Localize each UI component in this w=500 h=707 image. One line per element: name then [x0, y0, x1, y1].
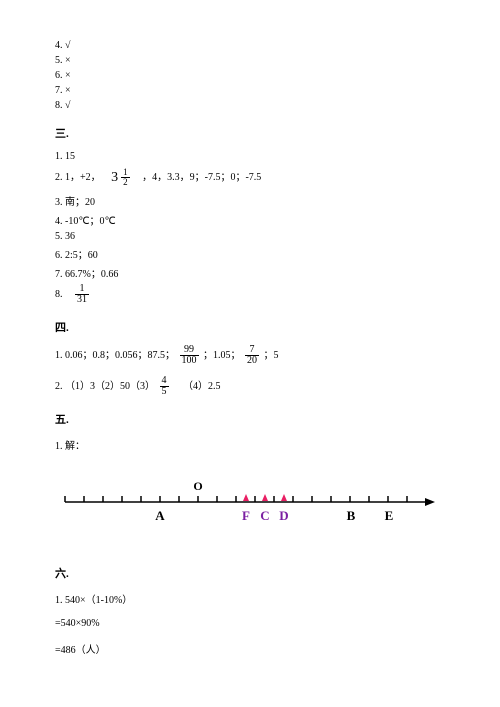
number-line-markers — [243, 494, 287, 501]
number-line-container: O A F C D B E — [55, 472, 445, 535]
mixed-fraction: 3 1 2 — [103, 168, 140, 187]
item-6-3: =486（人） — [55, 641, 445, 656]
item-3-6: 6. 2:5；60 — [55, 246, 445, 261]
item-3-8: 8. 1 31 — [55, 284, 445, 305]
frac-4-5-den: 5 — [160, 387, 169, 397]
item-2-6: 6. × — [55, 70, 445, 81]
frac-7-20-den: 20 — [245, 356, 259, 366]
section-5-title: 五. — [55, 411, 445, 427]
section-4-title: 四. — [55, 319, 445, 335]
frac-1-31-den: 31 — [75, 295, 89, 305]
item-6-2: =540×90% — [55, 618, 445, 629]
item-4-2: 2. （1）3（2）50（3） 4 5 （4）2.5 — [55, 376, 445, 397]
frac-99-100-den: 100 — [180, 356, 199, 366]
item-2-8: 8. √ — [55, 100, 445, 111]
label-c: C — [260, 508, 269, 523]
item-3-7: 7. 66.7%；0.66 — [55, 265, 445, 280]
label-e: E — [385, 508, 394, 523]
frac-99-100: 99 100 — [180, 345, 199, 366]
label-b: B — [347, 508, 356, 523]
item-4-1b: ；1.05； — [203, 350, 241, 361]
item-6-1: 1. 540×（1-10%） — [55, 591, 445, 606]
item-2-4: 4. √ — [55, 40, 445, 51]
mixed-frac: 1 2 — [121, 168, 130, 187]
item-2-5: 5. × — [55, 55, 445, 66]
item-3-1: 1. 15 — [55, 151, 445, 162]
item-4-2a: 2. （1）3（2）50（3） — [55, 381, 155, 392]
item-4-1c: ；5 — [264, 350, 279, 361]
label-d: D — [279, 508, 288, 523]
section-3-title: 三. — [55, 125, 445, 141]
item-3-2-post: ，4，3.3，9；-7.5；0；-7.5 — [142, 172, 261, 183]
frac-4-5: 4 5 — [160, 376, 169, 397]
number-line: O A F C D B E — [55, 472, 445, 532]
item-4-2b: （4）2.5 — [173, 381, 221, 392]
item-2-7: 7. × — [55, 85, 445, 96]
item-3-5: 5. 36 — [55, 231, 445, 242]
mixed-den: 2 — [121, 178, 130, 187]
item-3-8-pre: 8. — [55, 289, 63, 300]
label-a: A — [155, 508, 165, 523]
item-5-1: 1. 解： — [55, 437, 445, 452]
item-3-3: 3. 南；20 — [55, 193, 445, 208]
item-3-4: 4. -10℃；0℃ — [55, 212, 445, 227]
item-4-1: 1. 0.06；0.8；0.056；87.5； 99 100 ；1.05； 7 … — [55, 345, 445, 366]
label-f: F — [242, 508, 250, 523]
number-line-ticks — [65, 496, 407, 502]
item-3-2-pre: 2. 1，+2， — [55, 172, 101, 183]
frac-1-31: 1 31 — [75, 284, 89, 305]
item-4-1a: 1. 0.06；0.8；0.056；87.5； — [55, 350, 175, 361]
mixed-whole: 3 — [111, 170, 118, 186]
label-origin: O — [193, 479, 202, 493]
frac-7-20: 7 20 — [245, 345, 259, 366]
number-line-arrow — [425, 498, 435, 506]
item-3-2: 2. 1，+2， 3 1 2 ，4，3.3，9；-7.5；0；-7.5 — [55, 168, 445, 187]
section-6-title: 六. — [55, 565, 445, 581]
